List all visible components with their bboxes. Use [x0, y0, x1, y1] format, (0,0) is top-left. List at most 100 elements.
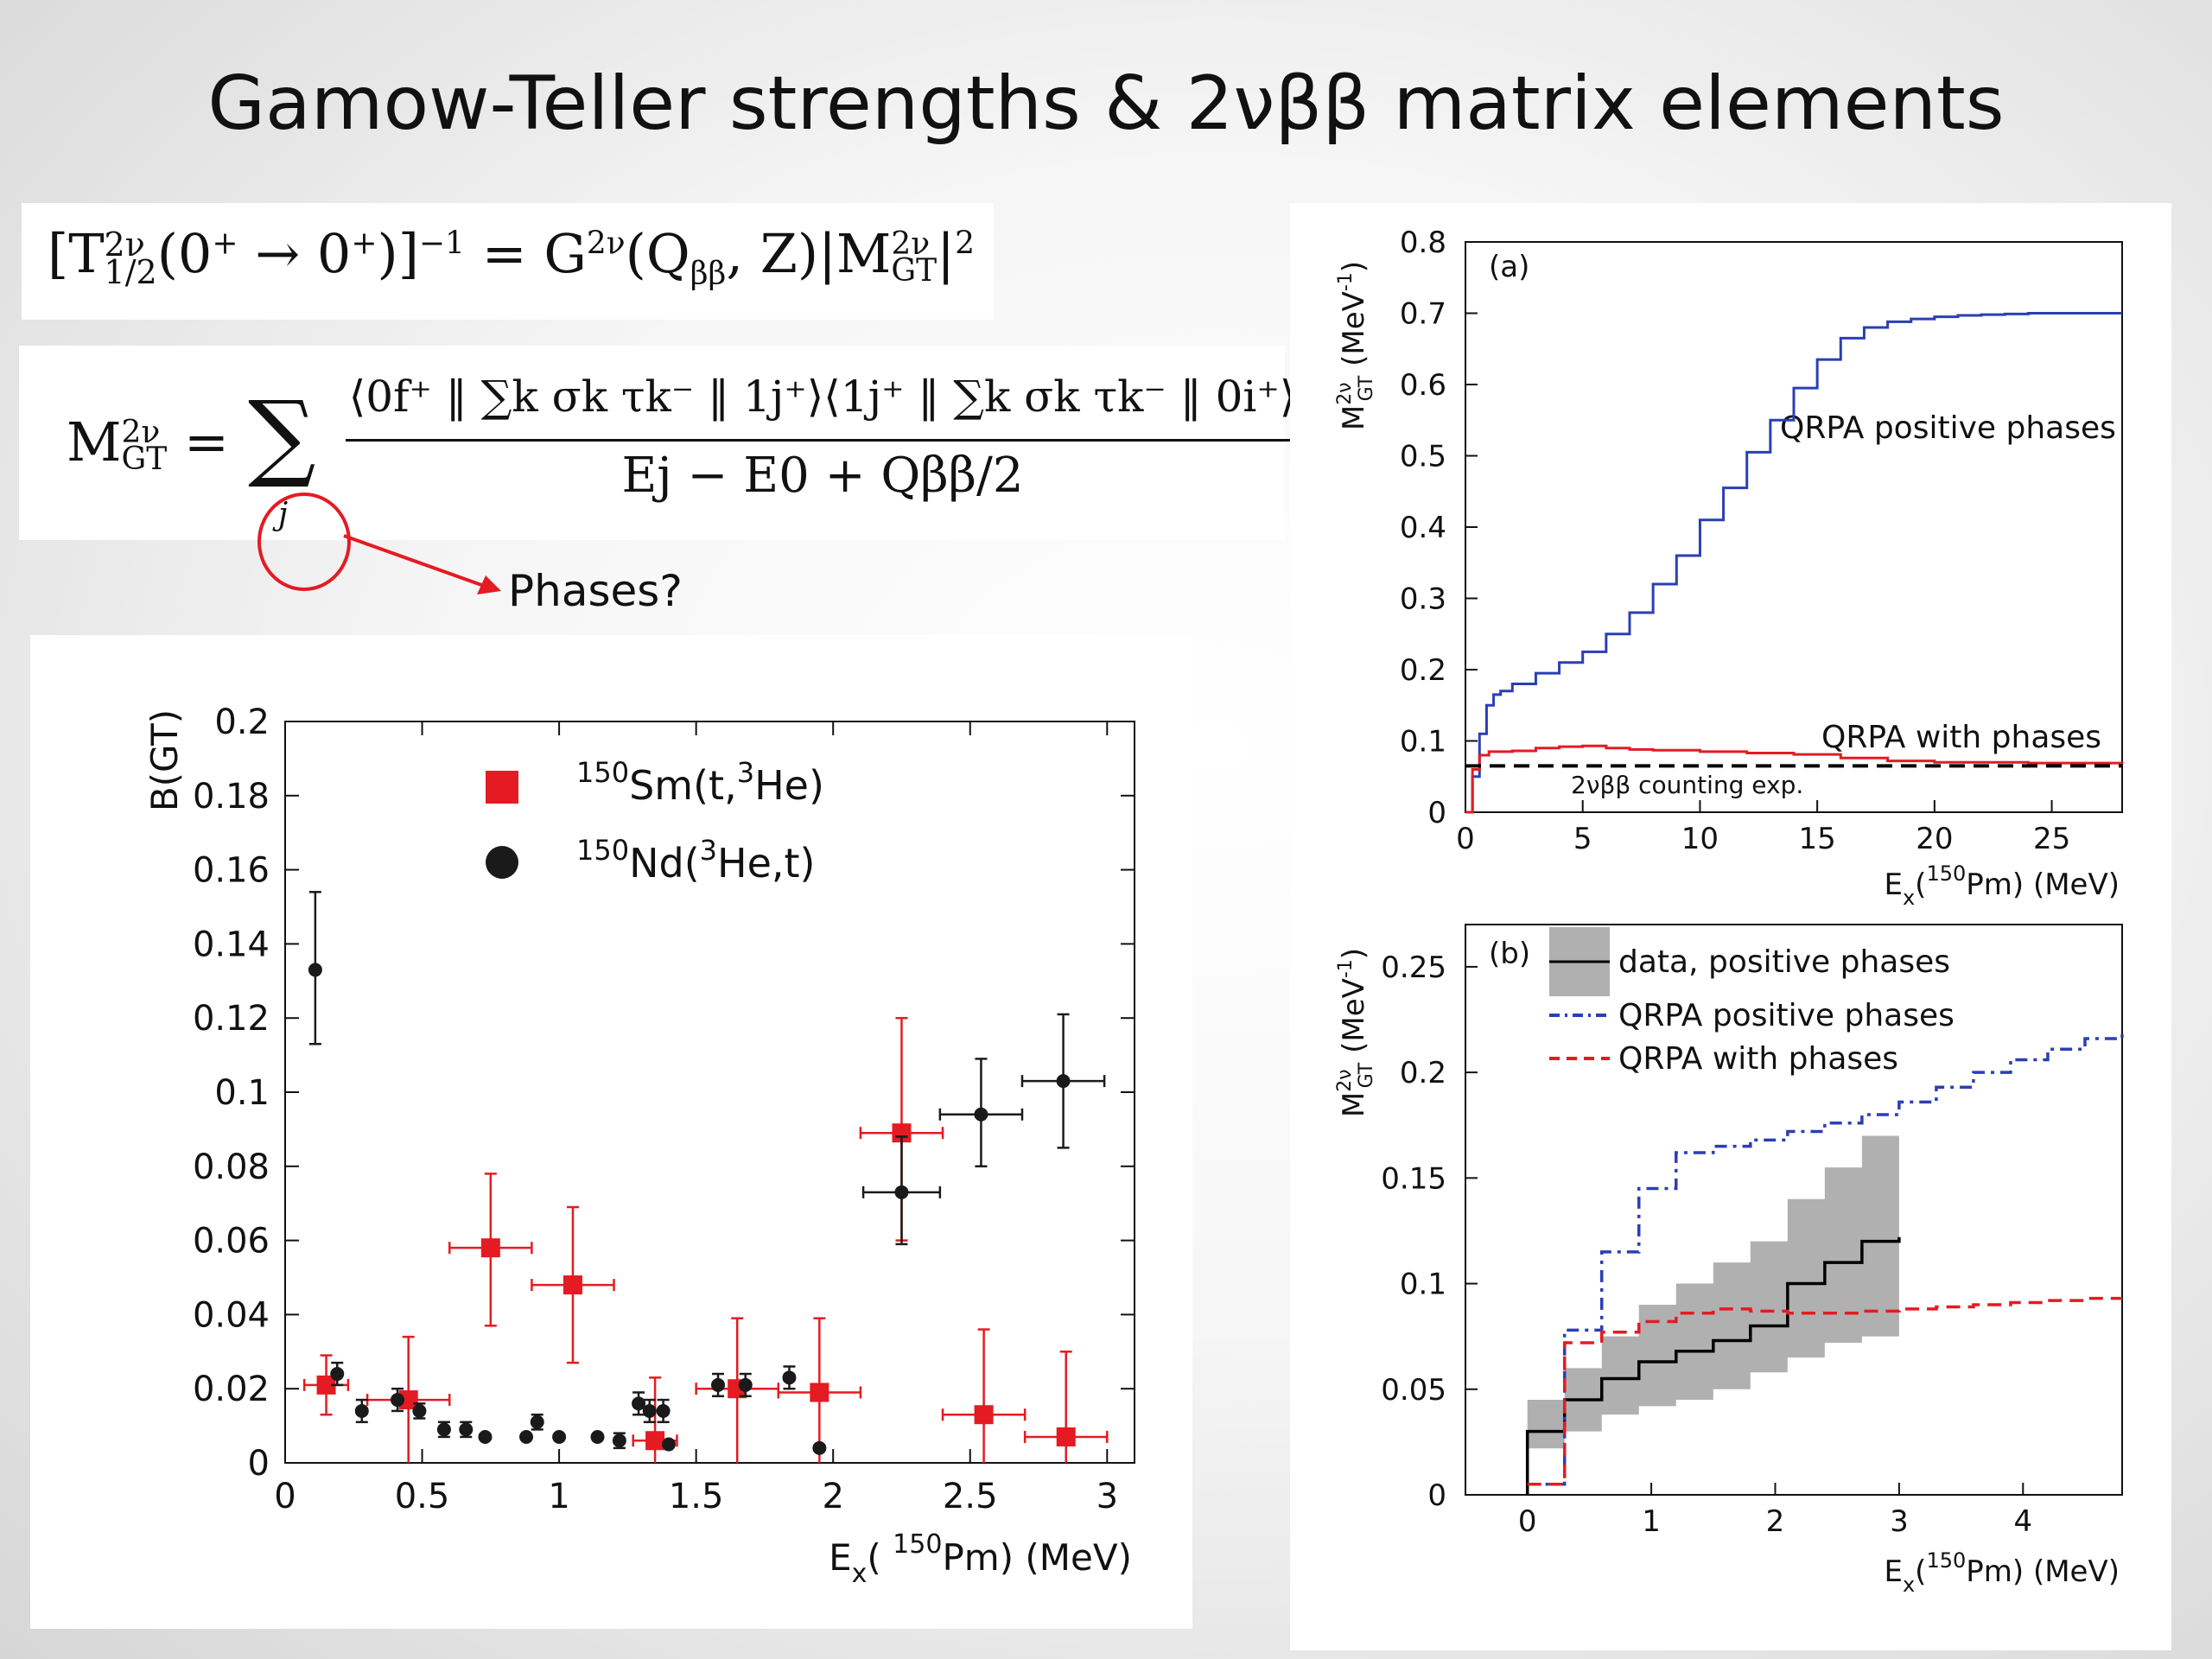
left-x-tick-label: 1	[548, 1477, 569, 1516]
left-y-tick-label: 0.16	[193, 851, 270, 891]
nd-data-point	[711, 1377, 726, 1392]
eq1-arg-sup1: +	[212, 226, 238, 262]
panel-b-x-tick-label: 0	[1518, 1504, 1537, 1539]
panel-a-y-tick-label: 0.7	[1400, 297, 1446, 332]
left-y-tick-label: 0.2	[214, 702, 270, 742]
sm-data-point	[316, 1375, 336, 1395]
nd-data-point	[330, 1367, 345, 1382]
panel-a-series-1	[1465, 744, 2124, 814]
nd-data-point	[354, 1403, 369, 1418]
panel-a-y-tick-label: 0.5	[1400, 440, 1446, 474]
legend-qrpa-with-label: QRPA with phases	[1618, 1041, 1898, 1077]
eq1-bar: |	[937, 222, 956, 285]
panel-b-y-tick-label: 0.05	[1381, 1373, 1446, 1408]
nd-data-point	[632, 1396, 646, 1411]
matrix-element-chart: (a) M2νGT (MeV-1) Ex(150Pm) (MeV) QRPA p…	[1334, 226, 2124, 1597]
legend-sm-label: 150Sm(t,3He)	[576, 756, 824, 809]
legend-nd-label: 150Nd(3He,t)	[576, 834, 816, 887]
eq1-lhs: [T	[48, 222, 105, 285]
eq1-arg-sup2: +	[351, 226, 378, 262]
left-x-axis-label: Ex( 150Pm) (MeV)	[829, 1529, 1132, 1589]
half-life-formula: [T 2ν 1/2 (0+ → 0+)]−1 = G2ν(Qββ, Z)|M 2ν GT |…	[48, 222, 975, 291]
left-y-tick-label: 0.18	[193, 777, 270, 817]
eq1-close: )]	[377, 222, 419, 285]
eq1-g-rest: , Z)|M	[726, 222, 892, 285]
panel-a-y-tick-label: 0.8	[1400, 226, 1446, 260]
nd-data-point	[391, 1393, 405, 1408]
slide-title: Gamow-Teller strengths & 2νββ matrix ele…	[207, 60, 2005, 147]
panel-a-y-tick-label: 0.3	[1400, 582, 1446, 617]
eq2-equals: =	[183, 410, 229, 474]
panel-a-series-0	[1465, 312, 2122, 814]
callout-arrow-head	[477, 575, 501, 594]
nd-data-point	[436, 1422, 451, 1437]
panel-a-y-tick-label: 0.2	[1400, 653, 1446, 688]
panel-a-x-tick-label: 20	[1916, 822, 1953, 856]
nd-data-point	[530, 1414, 544, 1429]
panel-a-y-tick-label: 0	[1427, 796, 1446, 830]
eq1-equals: = G	[481, 222, 587, 285]
eq1-m-sup: 2ν	[891, 226, 931, 263]
nd-data-point	[738, 1377, 753, 1392]
panel-a-y-tick-label: 0.4	[1400, 511, 1446, 545]
panel-b-x-tick-label: 1	[1642, 1504, 1661, 1539]
left-y-tick-label: 0.08	[193, 1147, 270, 1187]
legend-data-label: data, positive phases	[1618, 944, 1950, 980]
nd-data-point	[642, 1403, 657, 1418]
panel-b-x-tick-label: 2	[1766, 1504, 1785, 1539]
eq1-lhs-sub: 1/2	[104, 252, 157, 291]
legend-qrpa-positive-label: QRPA positive phases	[1618, 998, 1955, 1033]
panel-b-y-tick-label: 0.15	[1381, 1161, 1446, 1196]
series-label-qrpa-positive: QRPA positive phases	[1780, 410, 2116, 446]
panel-b-label: (b)	[1489, 937, 1530, 971]
panel-a-x-axis-label: Ex(150Pm) (MeV)	[1884, 861, 2120, 910]
left-x-tick-label: 1.5	[669, 1477, 724, 1516]
nd-data-point	[974, 1107, 988, 1122]
nd-data-point	[782, 1370, 797, 1385]
nd-data-point	[478, 1429, 493, 1444]
bgt-chart-panel: B(GT) Ex( 150Pm) (MeV) 150Sm(t,3He) 150N…	[30, 635, 1192, 1629]
sm-data-point	[974, 1405, 994, 1425]
eq2-numerator: ⟨0f⁺ ‖ ∑k σk τk⁻ ‖ 1j⁺⟩⟨1j⁺ ‖ ∑k σk τk⁻ …	[348, 372, 1297, 422]
panel-a-y-tick-label: 0.1	[1400, 725, 1446, 760]
eq2-lhs-sub: GT	[121, 441, 168, 477]
sm-data-point	[1056, 1427, 1076, 1446]
legend-nd-marker	[486, 846, 518, 879]
left-y-axis-label: B(GT)	[143, 709, 186, 811]
eq2-lhs: M	[67, 410, 122, 474]
callout-circle	[257, 493, 351, 591]
left-y-tick-label: 0.1	[214, 1073, 270, 1113]
panel-a-x-tick-label: 0	[1456, 822, 1475, 856]
eq1-lhs-sup: 2ν	[104, 225, 145, 264]
matrix-element-chart-panel: (a) M2νGT (MeV-1) Ex(150Pm) (MeV) QRPA p…	[1290, 203, 2171, 1650]
eq1-square: 2	[955, 226, 975, 262]
sm-data-point	[810, 1382, 830, 1402]
nd-data-point	[459, 1422, 474, 1437]
sum-symbol: ∑	[248, 380, 316, 491]
nd-data-point	[412, 1403, 427, 1418]
data-positive-phases-line	[1525, 1236, 1901, 1495]
matrix-element-equation: M 2ν GT = ∑ j ⟨0f⁺ ‖ ∑k σk τk⁻ ‖ 1j⁺⟩⟨1j⁺ …	[19, 346, 1300, 540]
eq2-lhs-sup: 2ν	[121, 415, 161, 451]
left-plot-frame	[284, 721, 1135, 1464]
series-label-qrpa-with-phases: QRPA with phases	[1821, 720, 2101, 755]
nd-data-point	[552, 1429, 567, 1444]
nd-data-point	[661, 1437, 676, 1452]
panel-b-y-tick-label: 0	[1427, 1478, 1446, 1513]
panel-b-frame	[1465, 924, 2123, 1496]
eq2-lhs-group: M 2ν GT =	[67, 410, 229, 474]
panel-b-x-tick-label: 3	[1890, 1504, 1909, 1539]
nd-data-point	[656, 1403, 671, 1418]
nd-data-point	[1056, 1074, 1071, 1089]
panel-a-x-tick-label: 15	[1799, 822, 1836, 856]
left-x-tick-label: 0	[274, 1477, 296, 1516]
sm-data-point	[645, 1431, 665, 1451]
sm-data-point	[480, 1238, 500, 1258]
left-x-tick-label: 2.5	[943, 1477, 998, 1516]
eq1-arg: (0	[156, 222, 213, 285]
sum-index: j	[278, 497, 289, 532]
panel-b-y-tick-label: 0.1	[1400, 1268, 1446, 1302]
nd-data-point	[612, 1433, 626, 1448]
nd-data-point	[812, 1440, 827, 1455]
